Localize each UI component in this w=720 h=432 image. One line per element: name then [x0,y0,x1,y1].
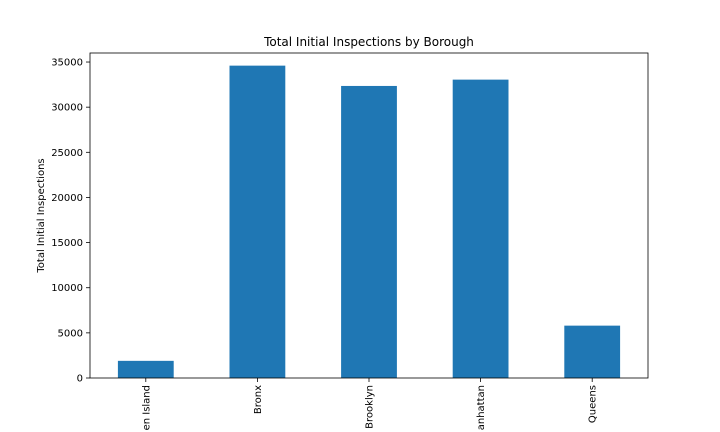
y-tick-label-3: 15000 [51,238,83,249]
y-tick-label-1: 5000 [58,328,83,339]
chart-title: Total Initial Inspections by Borough [263,35,474,49]
plot-frame [89,52,649,379]
bars-group [117,65,621,378]
bar-2 [341,85,397,378]
y-tick-label-4: 20000 [51,193,83,204]
x-axis-ticks: en Island Bronx Brooklyn anhattan Queens [141,378,599,430]
x-tick-label-3: anhattan [476,385,487,430]
y-tick-label-0: 0 [77,374,83,385]
y-tick-label-7: 35000 [51,58,83,69]
x-tick-label-0: en Island [141,385,152,430]
y-axis-label: Total Initial Inspections [36,158,47,273]
y-axis-ticks: 0 5000 10000 15000 20000 25000 30000 35000 [51,58,90,385]
y-tick-label-2: 10000 [51,283,83,294]
bar-1 [229,65,286,378]
bar-0 [117,360,174,378]
x-tick-label-4: Queens [588,385,599,423]
x-tick-label-2: Brooklyn [365,385,376,429]
y-tick-label-6: 30000 [51,103,83,114]
bar-4 [564,325,621,378]
x-tick-label-1: Bronx [253,385,264,414]
bar-3 [452,79,509,378]
y-tick-label-5: 25000 [51,148,83,159]
